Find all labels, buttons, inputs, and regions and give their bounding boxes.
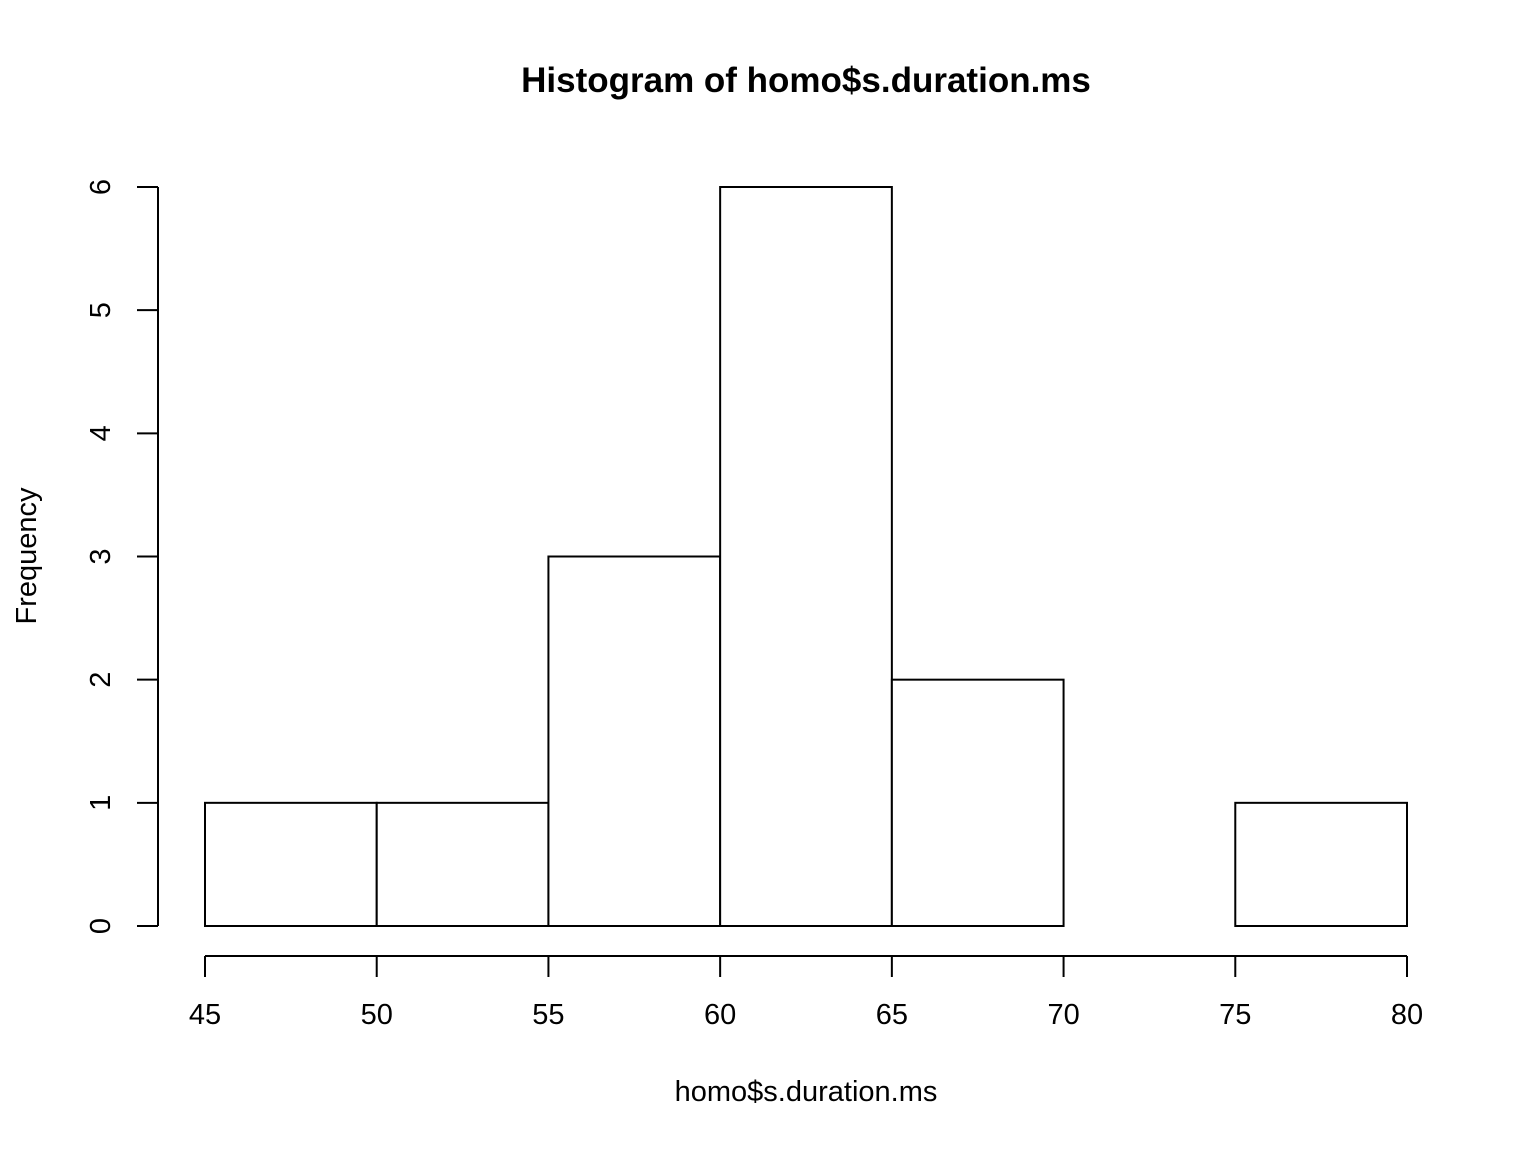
- x-tick-label: 75: [1219, 999, 1251, 1031]
- y-tick-label: 2: [85, 672, 117, 688]
- histogram-bars: [204, 186, 1409, 928]
- y-tick-label: 1: [85, 795, 117, 811]
- x-tick-label: 55: [532, 999, 564, 1031]
- y-tick-label: 5: [85, 302, 117, 318]
- chart-title: Histogram of homo$s.duration.ms: [521, 61, 1091, 100]
- y-tick-label: 4: [85, 425, 117, 441]
- histogram-bar-60-65: [719, 186, 893, 927]
- y-tick-label: 3: [85, 548, 117, 564]
- histogram-bar-45-50: [204, 801, 378, 927]
- x-axis: 45 50 55 60 65 70 75 80: [189, 955, 1423, 1031]
- x-tick-label: 65: [876, 999, 908, 1031]
- histogram-bar-50-55: [375, 801, 550, 927]
- x-tick-label: 70: [1047, 999, 1079, 1031]
- histogram-bar-55-60: [547, 555, 722, 927]
- y-axis: 0 1 2 3 4 5 6: [85, 179, 159, 934]
- x-tick-label: 45: [189, 999, 221, 1031]
- x-tick-label: 50: [361, 999, 393, 1031]
- y-tick-label: 0: [85, 918, 117, 934]
- y-axis-label: Frequency: [11, 487, 43, 625]
- x-axis-label: homo$s.duration.ms: [675, 1076, 938, 1108]
- histogram-bar-65-70: [890, 678, 1065, 928]
- y-tick-label: 6: [85, 179, 117, 195]
- x-tick-label: 60: [704, 999, 736, 1031]
- histogram-bar-75-80: [1234, 801, 1409, 927]
- x-tick-label: 80: [1391, 999, 1423, 1031]
